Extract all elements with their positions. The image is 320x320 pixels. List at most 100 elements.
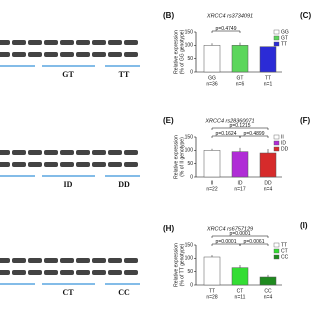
bar	[259, 46, 277, 73]
n-label: n=4	[264, 186, 273, 192]
blot-band	[76, 258, 90, 263]
bar	[231, 151, 249, 178]
y-axis-label: Relative expression	[173, 30, 179, 74]
blot-band	[108, 52, 122, 57]
annotation: p=0.4899	[244, 131, 265, 137]
y-tick-label: 100	[185, 43, 194, 49]
blot-band	[60, 150, 74, 155]
x-tick-label: II	[211, 180, 214, 186]
blot-band	[28, 258, 42, 263]
legend-swatch	[273, 146, 280, 152]
chart-title: XRCC4 rs3734091	[206, 13, 253, 19]
bar	[231, 45, 249, 73]
bar	[203, 45, 221, 73]
blot-band	[0, 40, 10, 45]
n-label: n=22	[206, 186, 217, 192]
n-label: n=1	[264, 81, 273, 87]
annotation: p=0.0001	[216, 239, 237, 245]
y-tick-label: 50	[187, 161, 193, 167]
blot-band	[124, 52, 138, 57]
x-tick-label: TT	[209, 288, 215, 294]
y-tick-label: 0	[190, 69, 193, 75]
panel-label: (F)	[300, 116, 311, 125]
legend-label: TT	[281, 242, 287, 248]
blot-band	[44, 150, 58, 155]
blot-band	[76, 150, 90, 155]
blot-band	[28, 162, 42, 167]
panel-label: (H)	[163, 224, 174, 233]
legend-swatch	[273, 29, 280, 35]
blot-band	[12, 150, 26, 155]
panel-label: (E)	[163, 116, 174, 125]
blot-band	[44, 162, 58, 167]
blot-band	[60, 40, 74, 45]
blot-band	[60, 52, 74, 57]
blot-band	[0, 150, 10, 155]
blot-band	[28, 40, 42, 45]
blot-band	[44, 40, 58, 45]
blot-band	[44, 52, 58, 57]
blot-band	[76, 270, 90, 275]
blot-band	[60, 270, 74, 275]
panel-label: (C)	[300, 11, 311, 20]
n-label: n=6	[236, 81, 245, 87]
blot-band	[12, 52, 26, 57]
blot-band	[108, 40, 122, 45]
bracket	[211, 235, 269, 238]
bar	[231, 267, 249, 286]
bracket	[211, 127, 269, 130]
blot-band	[108, 150, 122, 155]
legend-swatch	[273, 242, 280, 248]
annotation: p=0.4749	[216, 26, 237, 32]
blot-band	[92, 162, 106, 167]
blot-band	[44, 258, 58, 263]
x-tick-label: CC	[264, 288, 272, 294]
chart-title: XRCC4 rs28360071	[204, 118, 254, 124]
y-axis-label: Relative expression	[173, 135, 179, 179]
bar	[259, 152, 277, 178]
blot-band	[92, 40, 106, 45]
y-tick-label: 0	[190, 174, 193, 180]
blot-band	[12, 258, 26, 263]
y-tick-label: 100	[185, 148, 194, 154]
blot-band	[0, 52, 10, 57]
blot-band	[60, 258, 74, 263]
legend-swatch	[273, 41, 280, 47]
y-axis-label: (% of TT genotype)	[179, 243, 185, 286]
blot-band	[108, 270, 122, 275]
blot-band	[92, 270, 106, 275]
blot-band	[12, 162, 26, 167]
blot-band	[0, 162, 10, 167]
blot-label: CT	[62, 288, 74, 297]
n-label: n=36	[206, 81, 217, 87]
blot-band	[0, 258, 10, 263]
legend-swatch	[273, 134, 280, 140]
y-axis-label: Relative expression	[173, 243, 179, 287]
chart-title: XRCC4 rs6757129	[206, 226, 253, 232]
x-tick-label: GG	[208, 75, 216, 81]
blot-band	[108, 258, 122, 263]
legend-swatch	[273, 140, 280, 146]
legend-label: GG	[281, 29, 289, 35]
blot-band	[124, 150, 138, 155]
blot-band	[60, 162, 74, 167]
legend-label: ID	[281, 140, 286, 146]
blot-band	[124, 40, 138, 45]
y-axis-label: (% of II genotype)	[179, 137, 185, 177]
blot-band	[28, 270, 42, 275]
legend-label: DD	[281, 146, 289, 152]
x-tick-label: ID	[238, 180, 243, 186]
y-tick-label: 50	[187, 269, 193, 275]
legend-label: CC	[281, 254, 289, 260]
y-tick-label: 50	[187, 56, 193, 62]
x-tick-label: DD	[264, 180, 272, 186]
legend-label: GT	[281, 35, 288, 41]
blot-band	[124, 258, 138, 263]
bar	[203, 150, 221, 178]
blot-band	[108, 162, 122, 167]
blot-band	[0, 270, 10, 275]
n-label: n=17	[234, 186, 245, 192]
blot-band	[92, 150, 106, 155]
x-tick-label: CT	[237, 288, 244, 294]
